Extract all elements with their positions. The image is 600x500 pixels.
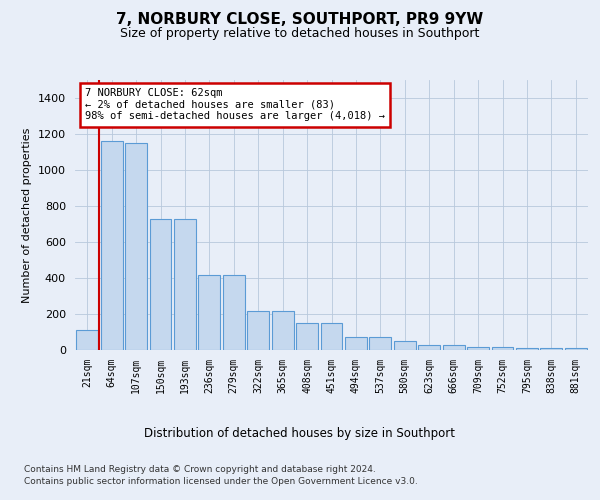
Bar [296,323,318,350]
Text: Distribution of detached houses by size in Southport: Distribution of detached houses by size … [145,428,455,440]
Bar [541,348,562,350]
Bar [443,344,464,350]
Bar [516,348,538,350]
Text: 7, NORBURY CLOSE, SOUTHPORT, PR9 9YW: 7, NORBURY CLOSE, SOUTHPORT, PR9 9YW [116,12,484,28]
Bar [370,338,391,350]
Bar [76,330,98,350]
Text: Contains HM Land Registry data © Crown copyright and database right 2024.: Contains HM Land Registry data © Crown c… [24,465,376,474]
Bar [491,348,514,350]
Bar [418,344,440,350]
Text: Contains public sector information licensed under the Open Government Licence v3: Contains public sector information licen… [24,478,418,486]
Bar [174,218,196,350]
Bar [345,338,367,350]
Bar [565,348,587,350]
Bar [125,143,147,350]
Bar [149,218,172,350]
Text: Size of property relative to detached houses in Southport: Size of property relative to detached ho… [121,28,479,40]
Bar [101,141,122,350]
Bar [272,312,293,350]
Bar [467,348,489,350]
Bar [223,276,245,350]
Bar [394,342,416,350]
Bar [199,276,220,350]
Bar [320,323,343,350]
Y-axis label: Number of detached properties: Number of detached properties [22,128,32,302]
Bar [247,312,269,350]
Text: 7 NORBURY CLOSE: 62sqm
← 2% of detached houses are smaller (83)
98% of semi-deta: 7 NORBURY CLOSE: 62sqm ← 2% of detached … [85,88,385,122]
